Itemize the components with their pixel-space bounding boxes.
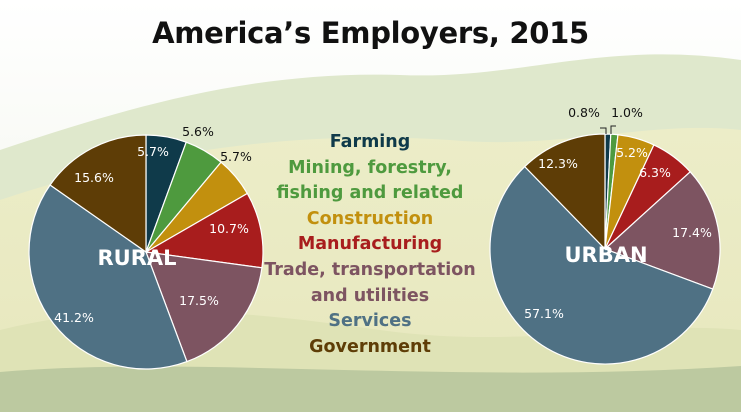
urban-slice-label-1: 1.0%	[611, 105, 643, 120]
legend-services: Services	[328, 311, 412, 332]
urban-slice-label-2: 5.2%	[616, 145, 648, 160]
rural-slice-5	[28, 184, 188, 370]
legend-government: Government	[309, 336, 431, 357]
urban-slice-5	[489, 165, 714, 365]
urban-slice-6	[523, 133, 606, 251]
legend-trade-line2: and utilities	[310, 285, 430, 306]
legend-mining-line2: fishing and related	[276, 183, 464, 204]
urban-leader-line-0	[600, 127, 607, 134]
urban-slice-4	[603, 170, 721, 290]
rural-chart-title: RURAL	[97, 246, 176, 270]
rural-slice-label-2: 5.7%	[220, 149, 252, 164]
urban-chart-title: URBAN	[564, 243, 647, 267]
rural-slice-label-6: 15.6%	[74, 170, 114, 185]
rural-slice-label-5: 41.2%	[54, 310, 94, 325]
rural-slice-3	[144, 192, 264, 269]
legend: Farming Mining, forestry, fishing and re…	[250, 130, 490, 360]
urban-slice-label-5: 57.1%	[524, 306, 564, 321]
rural-slice-label-4: 17.5%	[179, 293, 219, 308]
legend-manufacturing: Manufacturing	[297, 234, 443, 255]
legend-mining-line1: Mining, forestry,	[288, 157, 452, 178]
rural-slice-6	[49, 134, 147, 254]
rural-slice-label-3: 10.7%	[209, 221, 249, 236]
rural-pie-chart: 5.7% 5.6% 5.7% 10.7% 17.5% 41.2% 15.6% RURAL	[28, 124, 264, 370]
urban-slice-label-0: 0.8%	[568, 105, 600, 120]
rural-slice-label-0: 5.7%	[137, 144, 169, 159]
legend-trade-line1: Trade, transportation	[264, 259, 476, 280]
rural-slice-label-1: 5.6%	[182, 124, 214, 139]
urban-slice-label-3: 6.3%	[639, 165, 671, 180]
urban-pie-chart: 0.8% 1.0% 5.2% 6.3% 17.4% 57.1% 12.3% URBAN	[489, 105, 721, 365]
urban-slice-label-6: 12.3%	[538, 156, 578, 171]
legend-farming: Farming	[329, 132, 411, 152]
urban-slice-label-4: 17.4%	[672, 225, 712, 240]
urban-leader-line-1	[610, 125, 616, 134]
rural-slice-4	[145, 251, 263, 363]
legend-construction: Construction	[306, 208, 434, 229]
page-title: America’s Employers, 2015	[152, 16, 589, 50]
